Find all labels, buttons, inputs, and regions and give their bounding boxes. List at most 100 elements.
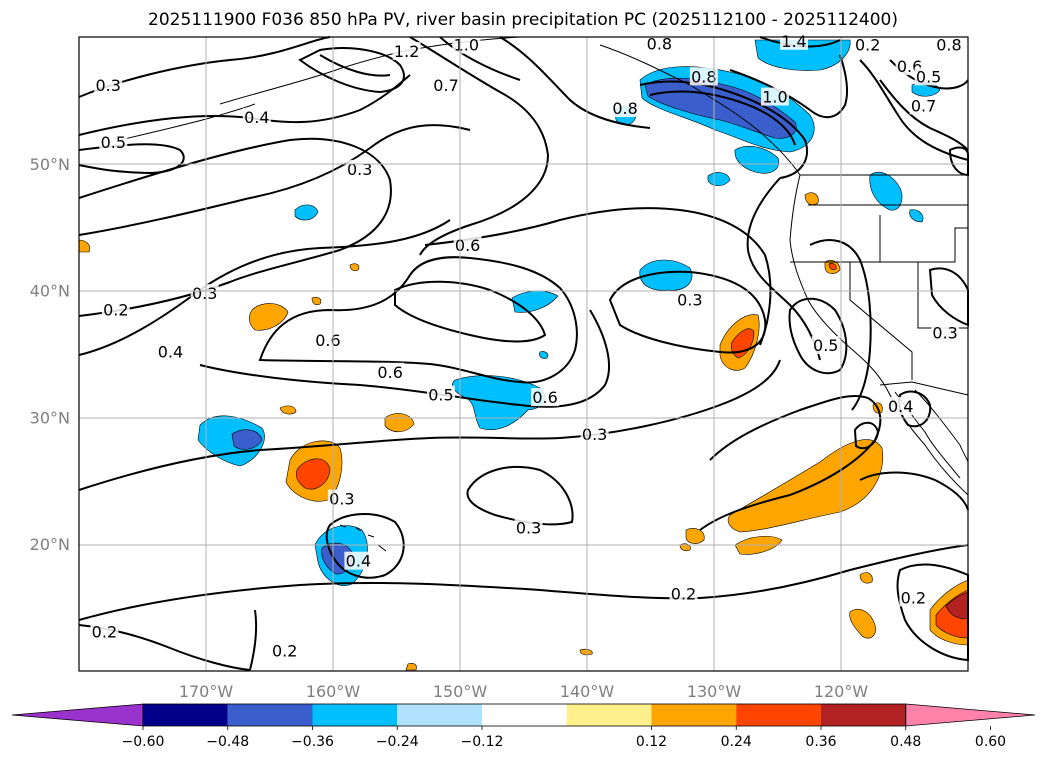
colorbar-tick-label: 0.48 bbox=[890, 734, 921, 750]
contour-label: 0.4 bbox=[346, 552, 371, 571]
contour-label: 0.5 bbox=[916, 67, 941, 86]
contour-label: 1.0 bbox=[454, 36, 479, 55]
contour-0.7-north bbox=[409, 36, 550, 256]
state-border-5 bbox=[917, 262, 968, 329]
contour-label-halo bbox=[156, 342, 185, 361]
state-border-2 bbox=[790, 227, 968, 263]
contour-0.2-south bbox=[78, 544, 969, 621]
pv-contours bbox=[78, 36, 969, 671]
contour-label: 1.4 bbox=[781, 32, 806, 51]
contour-0.3-south-east bbox=[699, 394, 882, 531]
contour-label-halo bbox=[899, 588, 928, 607]
contour-0.4-north bbox=[78, 74, 411, 136]
contour-label: 0.8 bbox=[647, 34, 672, 53]
colorbar: −0.60 −0.48 −0.36 −0.24 −0.12 0.12 0.24 0.36 0.4… bbox=[11, 703, 1036, 750]
map-frame bbox=[78, 36, 969, 672]
longitude-label: 140°W bbox=[560, 682, 615, 701]
contour-label: 0.3 bbox=[677, 290, 702, 309]
colorbar-tick-label: 0.36 bbox=[805, 734, 836, 750]
contour-label: 1.0 bbox=[762, 88, 787, 107]
contour-0.8-north bbox=[499, 36, 651, 129]
colorbar-cell bbox=[227, 704, 313, 726]
pos-area-subtropical-east bbox=[727, 439, 884, 533]
contour-label: 0.3 bbox=[95, 76, 120, 95]
contour-0.5-central bbox=[199, 309, 611, 408]
pos-area-small-6 bbox=[679, 543, 691, 552]
contour-0.3-east-coast bbox=[928, 267, 969, 327]
pos-area-small-5 bbox=[685, 528, 705, 544]
contour-0.5-inland bbox=[809, 239, 872, 411]
pos-area-hawaii-north-core bbox=[295, 458, 331, 490]
contour-label-halo bbox=[392, 41, 421, 60]
pos-area-small-11 bbox=[849, 609, 876, 639]
colorbar-tick-label: −0.12 bbox=[461, 734, 504, 750]
contour-0.5-california bbox=[788, 297, 848, 375]
neg-area-central-pacific-1 bbox=[639, 259, 693, 291]
contour-label-halo bbox=[886, 396, 915, 415]
contour-label: 0.5 bbox=[813, 336, 838, 355]
contour-label-halo bbox=[611, 99, 640, 118]
contour-label: 0.5 bbox=[101, 133, 126, 152]
colorbar-cells bbox=[11, 703, 1036, 727]
contour-label-halo bbox=[675, 290, 704, 309]
contour-label: 0.2 bbox=[855, 36, 880, 55]
colorbar-cell bbox=[821, 704, 906, 726]
contour-east-ridge bbox=[746, 177, 821, 361]
pos-area-small-2 bbox=[279, 405, 297, 415]
contour-label: 0.6 bbox=[315, 331, 340, 350]
precipitation-shading bbox=[78, 39, 969, 671]
contour-label: 0.4 bbox=[158, 342, 183, 361]
contour-label-halo bbox=[531, 388, 560, 407]
contour-label: 0.2 bbox=[272, 642, 297, 661]
longitude-label: 150°W bbox=[433, 682, 488, 701]
contour-1.0-ak-inner bbox=[729, 54, 849, 119]
contour-0.6-east bbox=[424, 207, 772, 346]
contour-label-halo bbox=[270, 641, 299, 660]
pos-area-small-12 bbox=[579, 648, 593, 656]
contour-label-halo bbox=[514, 518, 543, 537]
hawaii-islands bbox=[339, 524, 387, 552]
colorbar-outline bbox=[142, 703, 907, 727]
contour-0.3-west bbox=[78, 124, 471, 236]
contour-label-halo bbox=[453, 235, 482, 254]
latitude-label: 40°N bbox=[30, 282, 70, 301]
contour-label: 0.6 bbox=[532, 388, 557, 407]
contour-0.3-mid bbox=[78, 359, 781, 491]
pos-area-small-4 bbox=[311, 297, 322, 306]
contour-0.8-gulf bbox=[639, 80, 808, 179]
contour-label: 0.4 bbox=[888, 397, 913, 416]
contour-label: 0.2 bbox=[103, 301, 128, 320]
contour-se-arc bbox=[859, 471, 969, 511]
contour-label: 0.7 bbox=[433, 76, 458, 95]
pos-area-small-8-core bbox=[828, 263, 837, 270]
latitude-label: 20°N bbox=[30, 535, 70, 554]
colorbar-cell bbox=[651, 704, 737, 726]
contour-label: 0.6 bbox=[377, 363, 402, 382]
contour-label: 0.8 bbox=[691, 67, 716, 86]
contour-0.3-east-loop bbox=[608, 270, 767, 354]
pos-area-small-7 bbox=[804, 192, 819, 206]
contour-0.4-hawaii-loop bbox=[325, 513, 405, 579]
contour-label: 0.7 bbox=[911, 96, 936, 115]
contour-0.4-west bbox=[78, 219, 451, 356]
colorbar-tick-label: 0.12 bbox=[636, 734, 667, 750]
longitude-labels: 170°W 160°W 150°W 140°W 130°W 120°W bbox=[179, 682, 869, 701]
contour-0.4-baja bbox=[853, 421, 880, 450]
contour-labels: 0.3 0.5 0.4 1.2 1.0 0.7 0.8 0.8 0.3 0.6 0.3 0.2 0.4 0… bbox=[90, 31, 963, 661]
latitude-label: 50°N bbox=[30, 155, 70, 174]
contour-label-halo bbox=[94, 76, 123, 95]
contour-label: 0.6 bbox=[455, 236, 480, 255]
contour-label-halo bbox=[811, 336, 840, 355]
contour-label-halo bbox=[914, 67, 943, 86]
alaska-panhandle bbox=[599, 44, 801, 176]
colorbar-cell bbox=[482, 704, 567, 726]
pos-area-small-1 bbox=[384, 413, 415, 433]
contour-loops-alaska bbox=[298, 47, 405, 94]
colorbar-tick-labels: −0.60 −0.48 −0.36 −0.24 −0.12 0.12 0.24 0.36 0.4… bbox=[122, 726, 1006, 750]
contour-label: 0.2 bbox=[671, 585, 696, 604]
contour-label-halo bbox=[909, 96, 938, 115]
contour-label: 0.3 bbox=[192, 284, 217, 303]
pos-area-small-3 bbox=[349, 263, 360, 272]
neg-area-small-5 bbox=[294, 204, 319, 221]
pos-area-west-edge bbox=[78, 239, 91, 253]
